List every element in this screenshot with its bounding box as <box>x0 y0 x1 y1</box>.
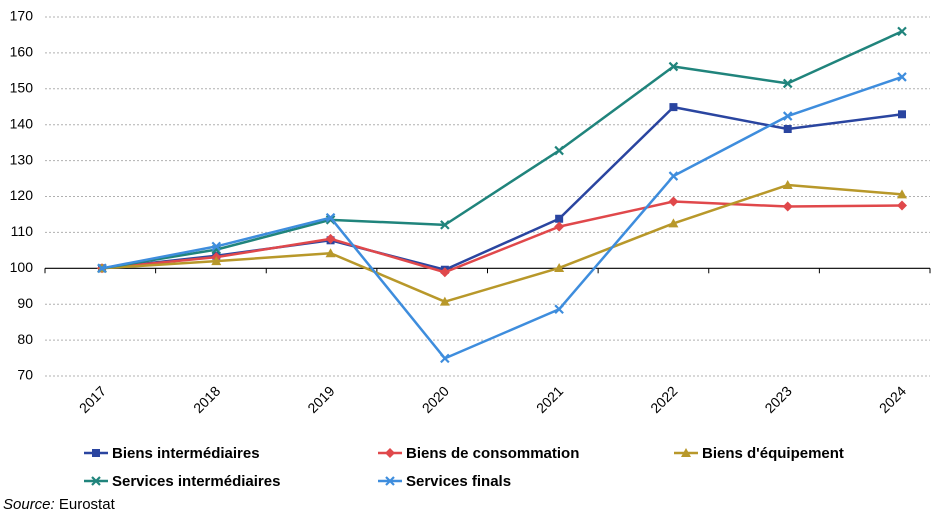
data-point <box>783 125 792 134</box>
data-point <box>555 214 564 223</box>
series-line <box>101 30 903 270</box>
y-tick-label: 100 <box>10 259 34 275</box>
y-tick-label: 130 <box>10 151 34 167</box>
data-point <box>897 189 907 199</box>
series-line <box>101 200 903 274</box>
y-tick-label: 90 <box>17 295 33 311</box>
y-tick-label: 80 <box>17 331 33 347</box>
series-Services finals <box>97 72 907 364</box>
y-tick-label: 170 <box>10 8 34 24</box>
data-point <box>554 262 565 272</box>
data-point <box>97 263 107 274</box>
legend-label: Biens de consommation <box>406 445 579 462</box>
legend-label: Biens d'équipement <box>702 445 844 462</box>
data-point <box>668 196 679 207</box>
series-Biens de consommation <box>97 196 907 278</box>
data-point <box>440 353 450 364</box>
x-axis: 2017 2018 2019 2020 2021 2022 2023 2024 <box>44 268 931 416</box>
legend-item: Biens de consommation <box>378 445 579 462</box>
x-tick-label: 2019 <box>304 383 337 416</box>
data-point <box>385 476 395 486</box>
series-Services intermédiaires <box>97 26 907 274</box>
data-point <box>897 26 907 37</box>
data-point <box>554 145 564 156</box>
data-point <box>898 110 906 119</box>
data-point <box>554 304 564 315</box>
x-tick-label: 2020 <box>419 383 452 416</box>
data-point <box>325 233 336 244</box>
data-point <box>92 449 100 457</box>
legend-label: Biens intermédiaires <box>112 445 260 462</box>
y-tick-label: 160 <box>10 44 34 60</box>
data-point <box>782 201 793 212</box>
source-note: Source: Eurostat <box>3 496 115 513</box>
data-point <box>385 448 395 458</box>
data-point <box>439 296 450 306</box>
legend-label: Services finals <box>406 473 511 490</box>
data-point <box>211 241 222 252</box>
y-tick-label: 110 <box>11 223 34 239</box>
series-line <box>101 75 903 360</box>
x-tick-label: 2021 <box>533 383 566 416</box>
legend-label: Services intermédiaires <box>112 473 280 490</box>
data-point <box>897 200 907 211</box>
data-point <box>211 256 222 266</box>
x-tick-label: 2022 <box>647 383 680 416</box>
source-value: Eurostat <box>58 496 115 513</box>
gridlines <box>45 16 930 377</box>
x-tick-label: 2024 <box>876 383 909 416</box>
x-tick-label: 2023 <box>761 383 794 416</box>
data-point <box>668 171 679 181</box>
legend-item: Biens intermédiaires <box>84 445 260 462</box>
x-tick-label: 2017 <box>76 383 109 416</box>
data-point <box>897 72 907 82</box>
data-point <box>669 103 678 112</box>
data-point <box>439 267 450 278</box>
legend: Biens intermédiaires Biens de consommatio… <box>84 445 844 490</box>
legend-item: Services finals <box>378 473 511 490</box>
data-point <box>668 218 679 228</box>
series-group <box>97 26 907 364</box>
data-point <box>325 248 336 258</box>
y-tick-label: 150 <box>10 80 34 96</box>
data-point <box>325 212 336 223</box>
source-label: Source: <box>3 496 55 513</box>
legend-item: Biens d'équipement <box>674 445 844 462</box>
data-point <box>782 180 793 190</box>
y-tick-label: 140 <box>10 115 34 131</box>
data-point <box>782 78 793 89</box>
data-point <box>668 61 679 72</box>
data-point <box>440 220 450 230</box>
data-point <box>681 448 691 457</box>
x-tick-label: 2018 <box>190 383 223 416</box>
y-axis-ticks: 70 80 90 100 110 120 130 140 150 160 170 <box>10 8 34 383</box>
legend-item: Services intermédiaires <box>84 473 280 490</box>
y-tick-label: 70 <box>17 367 33 383</box>
series-line <box>101 183 903 303</box>
data-point <box>91 476 101 486</box>
data-point <box>554 221 565 232</box>
data-point <box>782 111 793 121</box>
y-tick-label: 120 <box>10 187 34 203</box>
